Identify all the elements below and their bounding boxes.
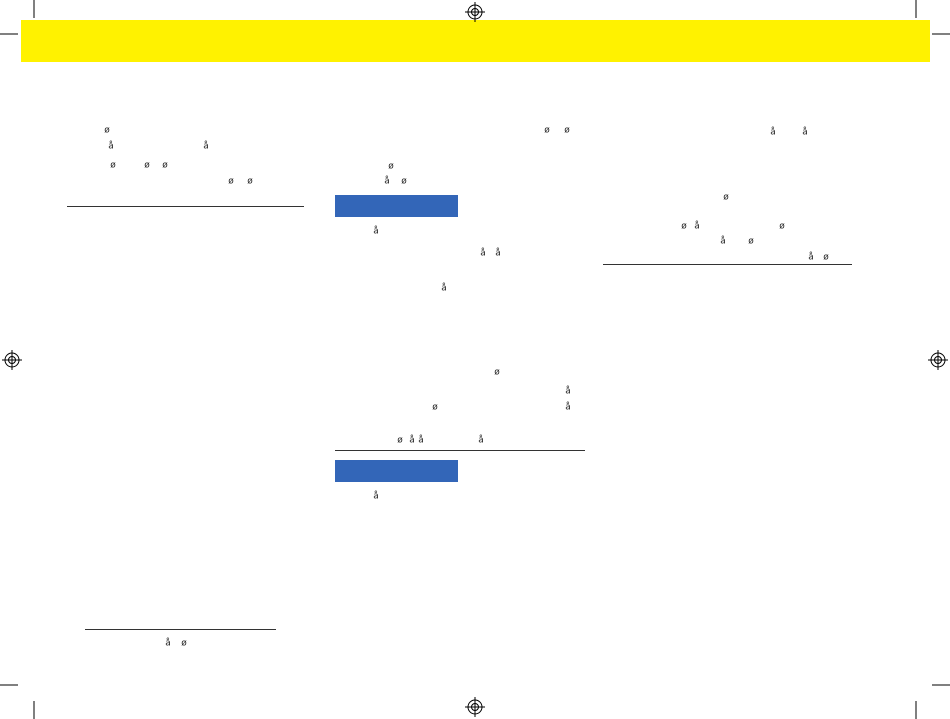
text-fragment: ø	[388, 161, 394, 172]
text-fragment: å	[418, 435, 424, 446]
text-fragment: å	[565, 402, 571, 413]
text-fragment: ø	[748, 236, 754, 247]
text-fragment: å	[770, 127, 776, 138]
text-fragment: å	[720, 236, 726, 247]
text-fragment: ø	[110, 160, 116, 171]
text-fragment: ø	[432, 402, 438, 413]
text-fragment: å	[808, 252, 814, 263]
text-fragment: å	[480, 248, 486, 259]
text-fragment: ø	[401, 176, 407, 187]
text-fragment: å	[373, 491, 379, 502]
section-box	[335, 195, 458, 217]
text-fragment: å	[203, 141, 209, 152]
text-fragment: ø	[144, 160, 150, 171]
text-fragment: ø	[181, 638, 187, 649]
text-fragment: å	[108, 141, 114, 152]
text-fragment: å	[165, 638, 171, 649]
rules	[67, 206, 852, 630]
text-fragment: å	[373, 226, 379, 237]
text-fragment: å	[495, 248, 501, 259]
text-fragment: ø	[228, 176, 234, 187]
text-fragment: ø	[681, 221, 687, 232]
text-fragment: ø	[247, 176, 253, 187]
text-fragment: ø	[779, 221, 785, 232]
text-fragment: ø	[723, 192, 729, 203]
text-fragment: ø	[823, 252, 829, 263]
text-fragment: å	[565, 386, 571, 397]
text-fragment: å	[478, 435, 484, 446]
section-box	[335, 460, 458, 482]
text-fragment: å	[802, 127, 808, 138]
text-fragment: å	[441, 283, 447, 294]
text-fragment: å	[694, 221, 700, 232]
text-fragment: ø	[564, 125, 570, 136]
text-fragment: å	[384, 176, 390, 187]
header-band	[21, 20, 930, 62]
text-fragment: ø	[494, 367, 500, 378]
text-fragment: ø	[397, 435, 403, 446]
text-fragment: ø	[104, 125, 110, 136]
text-fragment: ø	[544, 125, 550, 136]
text-fragment: å	[409, 435, 415, 446]
text-fragment: ø	[162, 160, 168, 171]
